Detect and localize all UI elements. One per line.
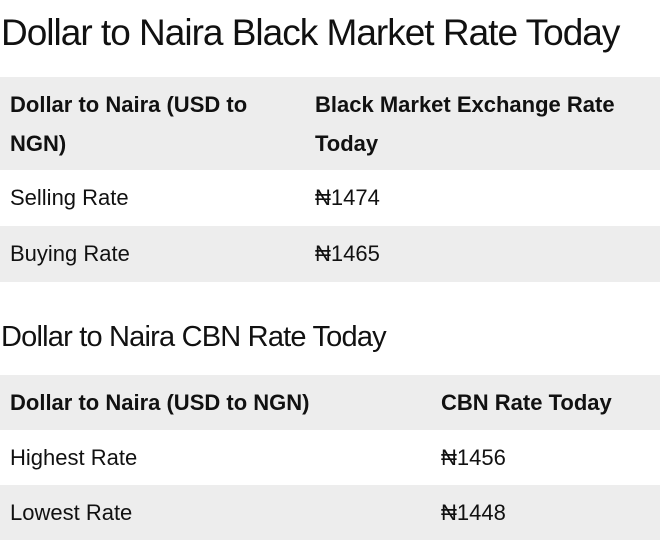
- table-row-lowest: Lowest Rate ₦1448: [0, 485, 660, 540]
- row-label: Lowest Rate: [10, 499, 133, 525]
- column-header-rate: CBN Rate Today: [441, 390, 612, 415]
- row-value: ₦1448: [441, 499, 506, 525]
- row-label: Buying Rate: [10, 241, 130, 266]
- cbn-rate-table: Dollar to Naira (USD to NGN) CBN Rate To…: [0, 375, 660, 540]
- row-value: ₦1474: [315, 185, 380, 210]
- black-market-rate-table: Dollar to Naira (USD to NGN) Black Marke…: [0, 77, 660, 282]
- column-header-pair: Dollar to Naira (USD to NGN): [10, 390, 310, 415]
- table-row-selling: Selling Rate ₦1474: [0, 170, 660, 226]
- row-value: ₦1465: [315, 241, 380, 266]
- table-header-row: Dollar to Naira (USD to NGN) Black Marke…: [0, 77, 660, 170]
- row-value: ₦1456: [441, 444, 506, 470]
- table-row-buying: Buying Rate ₦1465: [0, 226, 660, 282]
- black-market-heading: Dollar to Naira Black Market Rate Today: [1, 12, 620, 53]
- row-label: Selling Rate: [10, 185, 129, 210]
- cbn-heading: Dollar to Naira CBN Rate Today: [1, 321, 387, 353]
- column-header-rate: Black Market Exchange Rate Today: [315, 91, 615, 156]
- table-header-row: Dollar to Naira (USD to NGN) CBN Rate To…: [0, 375, 660, 430]
- column-header-pair: Dollar to Naira (USD to NGN): [10, 91, 248, 156]
- table-row-highest: Highest Rate ₦1456: [0, 430, 660, 485]
- row-label: Highest Rate: [10, 444, 138, 470]
